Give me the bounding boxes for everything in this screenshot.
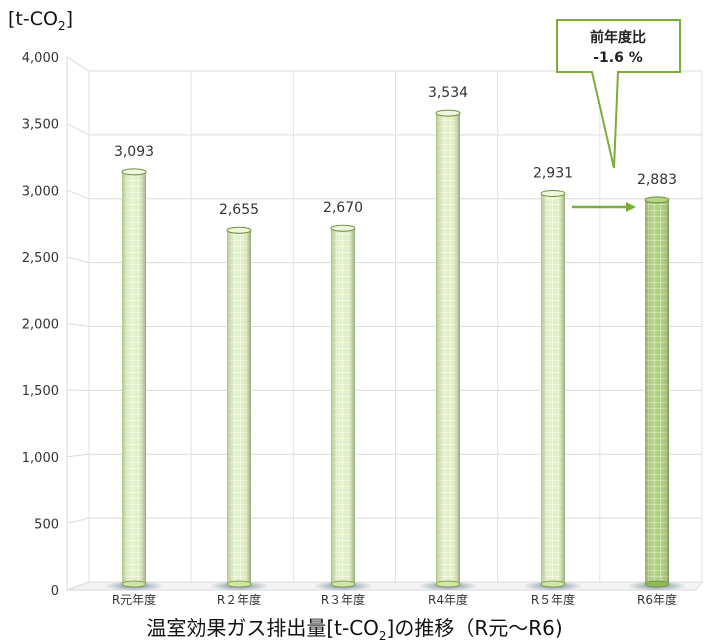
value-label: 2,655 [219,202,259,218]
value-label: 3,534 [428,85,468,101]
bar [627,196,687,591]
bar [209,226,269,591]
x-axis-ticks: R元年度 R２年度 R３年度 R4年度 R５年度 R6年度 [112,592,677,607]
y-tick-label: 3,500 [22,118,59,133]
x-tick-label: R５年度 [531,592,575,607]
chart-title: 温室効果ガス排出量[t-CO2]の推移（R元～R6) [146,616,563,643]
bar-chart: 05001,0001,5002,0002,5003,0003,5004,000 … [22,19,703,607]
bar [523,189,583,591]
gridlines [66,56,703,591]
x-tick-label: R２年度 [217,592,261,607]
y-tick-label: 2,500 [22,251,59,266]
value-label: 2,883 [637,172,677,188]
callout: 前年度比 -1.6 % [556,19,681,169]
value-label: 2,670 [323,200,363,216]
y-axis-ticks: 0 500 1,000 1,500 2,000 2,500 3,000 3,500 4,000 [22,51,59,599]
y-tick-label: 0 [51,584,59,599]
bars [104,109,687,591]
y-tick-label: 500 [34,517,59,532]
x-tick-label: R4年度 [428,592,468,607]
callout-line1: 前年度比 [590,29,646,46]
callout-line2: -1.6 % [593,50,643,66]
bar [418,109,478,591]
y-tick-label: 4,000 [22,51,59,66]
y-tick-label: 3,000 [22,184,59,199]
bar [313,224,373,591]
y-tick-label: 1,500 [22,384,59,399]
x-tick-label: R元年度 [112,592,156,607]
value-label: 3,093 [114,144,154,160]
value-labels: 3,093 2,655 2,670 3,534 2,931 2,883 [114,85,677,218]
value-label: 2,931 [533,165,573,181]
bar [104,168,164,591]
y-tick-label: 2,000 [22,318,59,333]
y-axis-unit-label: [t-CO2] [8,8,74,33]
y-tick-label: 1,000 [22,451,59,466]
x-tick-label: R３年度 [321,592,365,607]
x-tick-label: R6年度 [637,592,677,607]
